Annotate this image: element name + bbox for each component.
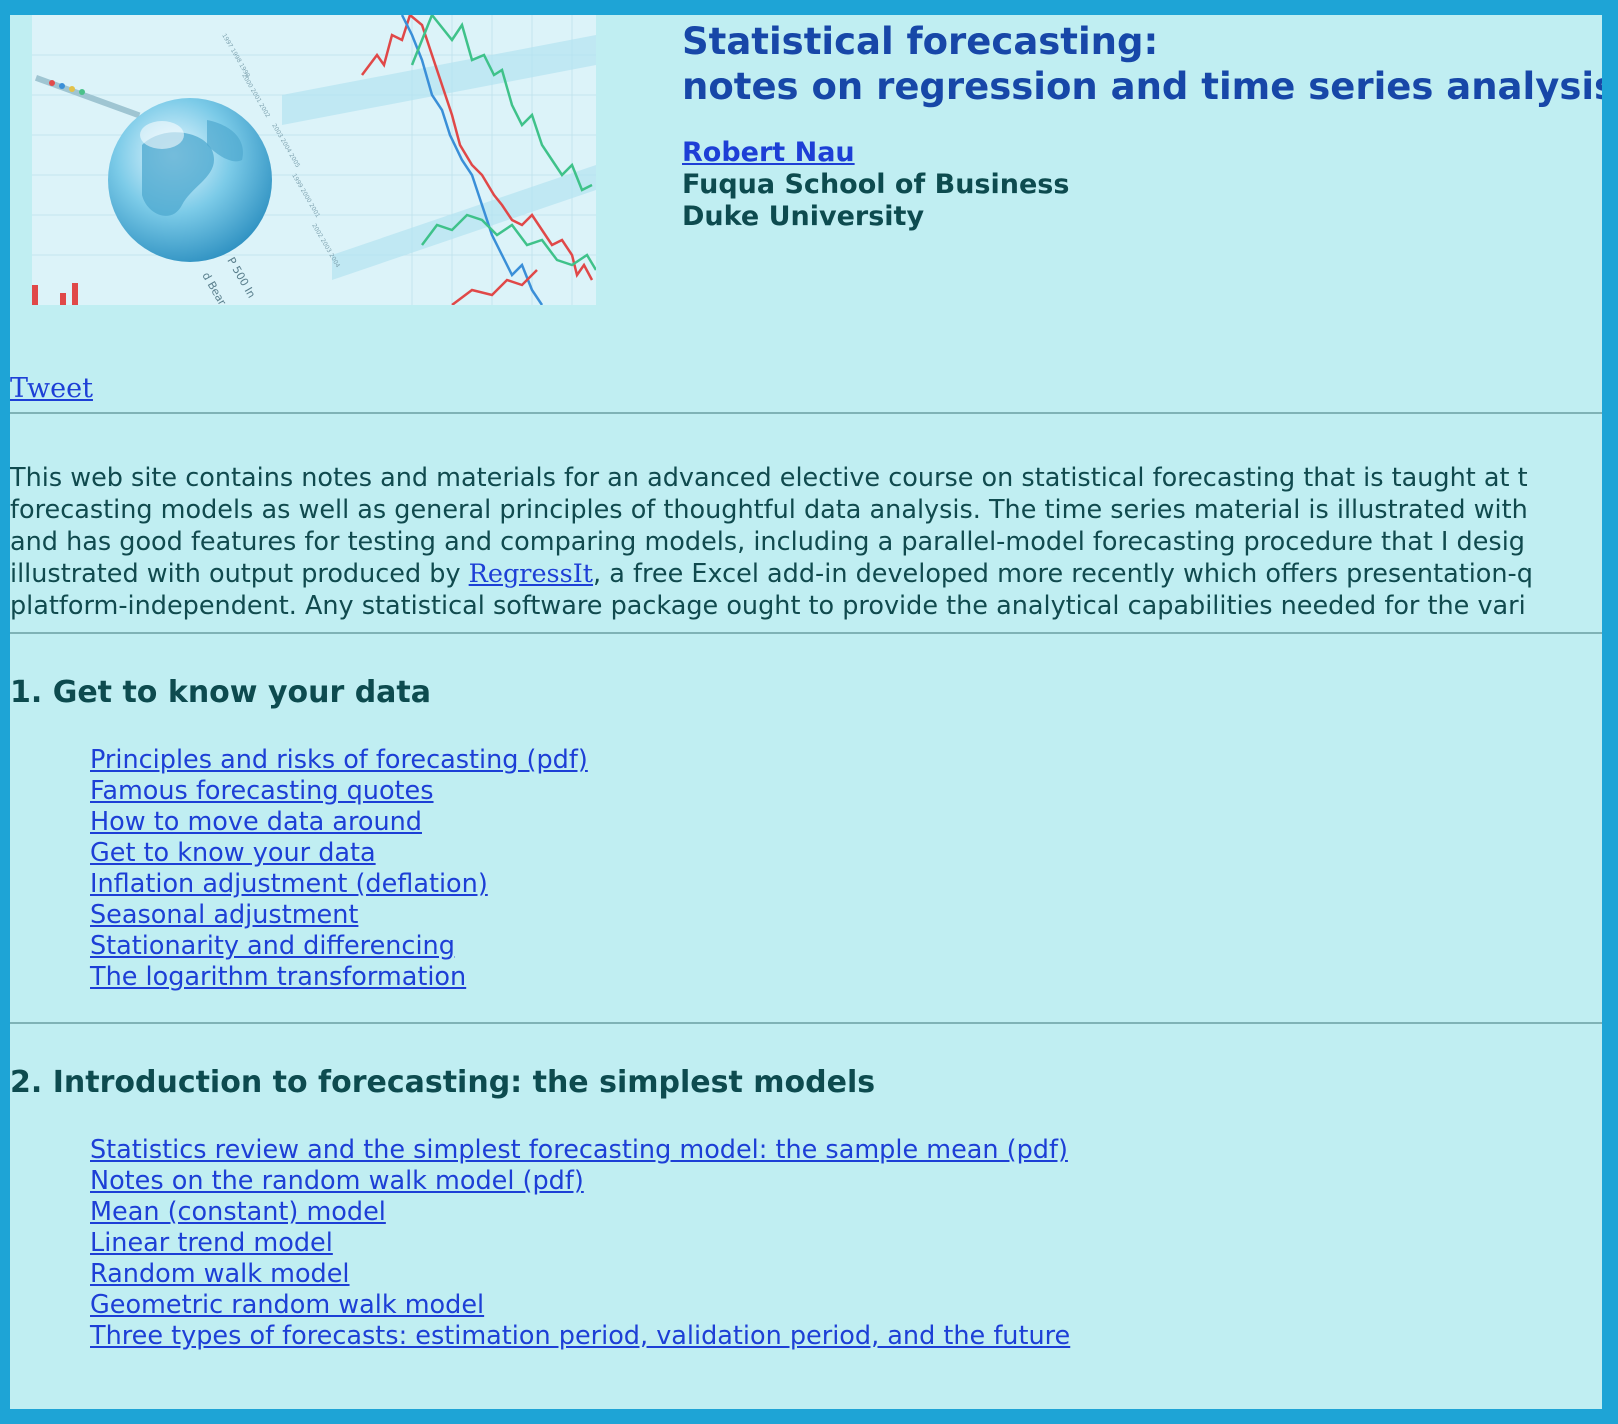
intro-line: platform-independent. Any statistical so… — [10, 591, 1526, 621]
topic-link[interactable]: The logarithm transformation — [90, 962, 467, 992]
page-content: 1997 1998 1999 2000 2001 2002 2003 2004 … — [10, 15, 1602, 1409]
topic-link[interactable]: Stationarity and differencing — [90, 931, 455, 961]
divider — [10, 412, 1602, 414]
section-get-to-know-data: 1. Get to know your data Principles and … — [10, 675, 588, 993]
author-block: Robert Nau Fuqua School of Business Duke… — [682, 137, 1602, 233]
tweet-link[interactable]: Tweet — [10, 373, 93, 404]
topic-link[interactable]: Principles and risks of forecasting (pdf… — [90, 745, 588, 775]
title-line-2: notes on regression and time series anal… — [682, 65, 1602, 108]
list-item: Get to know your data — [90, 838, 588, 869]
intro-line: illustrated with output produced by Regr… — [10, 558, 1602, 590]
link-list: Statistics review and the simplest forec… — [90, 1135, 1070, 1352]
list-item: Principles and risks of forecasting (pdf… — [90, 745, 588, 776]
list-item: Stationarity and differencing — [90, 931, 588, 962]
list-item: Linear trend model — [90, 1228, 1070, 1259]
page-title: Statistical forecasting: notes on regres… — [682, 19, 1602, 109]
globe-chart-illustration: 1997 1998 1999 2000 2001 2002 2003 2004 … — [32, 15, 596, 305]
section-simplest-models: 2. Introduction to forecasting: the simp… — [10, 1065, 1070, 1352]
divider — [10, 632, 1602, 634]
topic-link[interactable]: Linear trend model — [90, 1228, 333, 1258]
intro-line: forecasting models as well as general pr… — [10, 495, 1528, 525]
list-item: Random walk model — [90, 1259, 1070, 1290]
topic-link[interactable]: Random walk model — [90, 1259, 350, 1289]
section-heading: 1. Get to know your data — [10, 675, 432, 710]
intro-text: , a free Excel add-in developed more rec… — [593, 559, 1533, 589]
banner-image: 1997 1998 1999 2000 2001 2002 2003 2004 … — [32, 15, 596, 305]
list-item: The logarithm transformation — [90, 962, 588, 993]
school-name: Fuqua School of Business — [682, 169, 1070, 200]
topic-link[interactable]: Famous forecasting quotes — [90, 776, 434, 806]
intro-text: illustrated with output produced by — [10, 559, 469, 589]
topic-link[interactable]: Get to know your data — [90, 838, 376, 868]
topic-link[interactable]: Statistics review and the simplest forec… — [90, 1135, 1068, 1165]
list-item: Mean (constant) model — [90, 1197, 1070, 1228]
author-link[interactable]: Robert Nau — [682, 137, 855, 168]
intro-line: This web site contains notes and materia… — [10, 463, 1528, 493]
list-item: Statistics review and the simplest forec… — [90, 1135, 1070, 1166]
topic-link[interactable]: Notes on the random walk model (pdf) — [90, 1166, 584, 1196]
university-name: Duke University — [682, 201, 925, 232]
list-item: Seasonal adjustment — [90, 900, 588, 931]
header: Statistical forecasting: notes on regres… — [682, 19, 1602, 233]
list-item: Three types of forecasts: estimation per… — [90, 1321, 1070, 1352]
topic-link[interactable]: Three types of forecasts: estimation per… — [90, 1321, 1071, 1351]
link-list: Principles and risks of forecasting (pdf… — [90, 745, 588, 993]
topic-link[interactable]: Seasonal adjustment — [90, 900, 359, 930]
title-line-1: Statistical forecasting: — [682, 20, 1159, 63]
topic-link[interactable]: Geometric random walk model — [90, 1290, 485, 1320]
list-item: Geometric random walk model — [90, 1290, 1070, 1321]
regressit-link[interactable]: RegressIt — [468, 559, 594, 589]
list-item: How to move data around — [90, 807, 588, 838]
topic-link[interactable]: How to move data around — [90, 807, 422, 837]
topic-link[interactable]: Inflation adjustment (deflation) — [90, 869, 488, 899]
topic-link[interactable]: Mean (constant) model — [90, 1197, 386, 1227]
intro-paragraph: This web site contains notes and materia… — [10, 462, 1602, 622]
list-item: Inflation adjustment (deflation) — [90, 869, 588, 900]
section-heading: 2. Introduction to forecasting: the simp… — [10, 1065, 876, 1100]
divider — [10, 1022, 1602, 1024]
intro-line: and has good features for testing and co… — [10, 527, 1525, 557]
list-item: Notes on the random walk model (pdf) — [90, 1166, 1070, 1197]
list-item: Famous forecasting quotes — [90, 776, 588, 807]
